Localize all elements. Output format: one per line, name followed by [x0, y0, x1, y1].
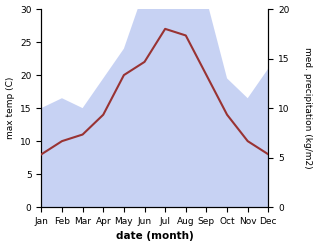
Y-axis label: med. precipitation (kg/m2): med. precipitation (kg/m2): [303, 47, 313, 169]
X-axis label: date (month): date (month): [116, 231, 194, 242]
Y-axis label: max temp (C): max temp (C): [5, 77, 15, 139]
